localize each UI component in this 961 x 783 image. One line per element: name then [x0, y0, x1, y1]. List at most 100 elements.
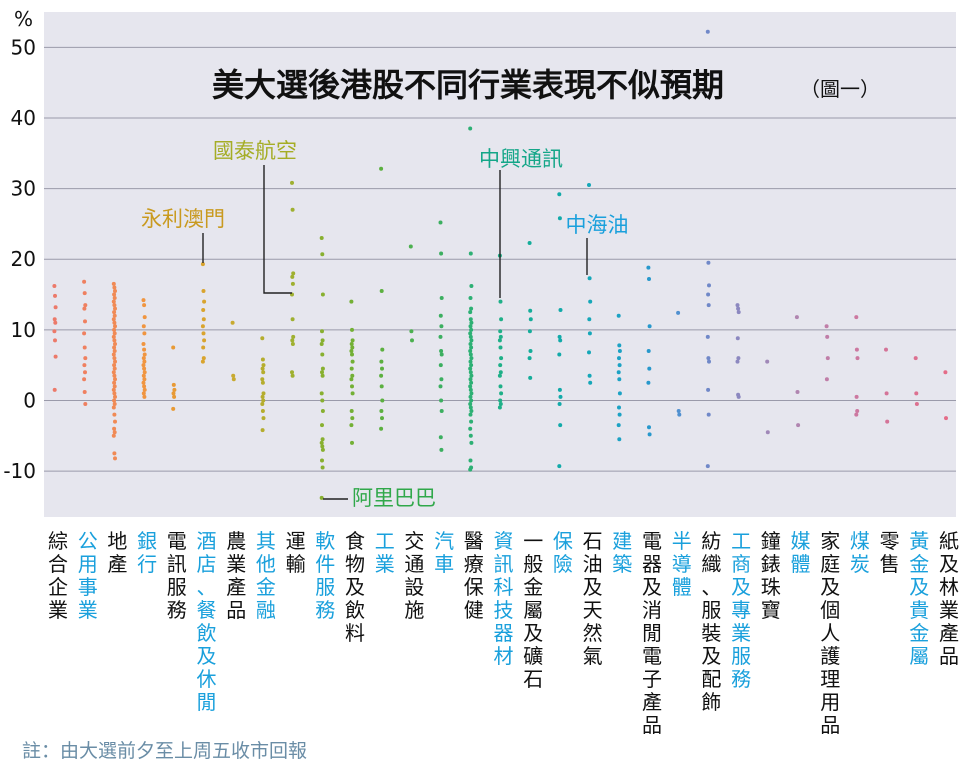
data-point [141, 356, 146, 361]
data-point [53, 305, 58, 310]
data-point [319, 236, 324, 241]
category-label-char: 閒 [197, 690, 217, 714]
category-label: 銀行 [137, 529, 157, 576]
data-point [557, 401, 562, 406]
data-point [438, 313, 443, 318]
data-point [469, 398, 474, 403]
data-point [468, 359, 473, 364]
data-point [350, 384, 354, 389]
category-label: 煤炭 [850, 529, 870, 576]
data-point [497, 338, 502, 343]
y-tick-label: 40 [11, 106, 36, 130]
data-point [408, 244, 413, 249]
data-point [796, 423, 801, 428]
data-point [83, 319, 87, 324]
data-point [469, 306, 474, 311]
data-point [113, 456, 117, 461]
data-point [231, 373, 236, 378]
data-point [112, 356, 117, 361]
data-point [171, 345, 176, 350]
annotation-leader-line [263, 165, 292, 294]
data-point [111, 334, 116, 339]
category-label-char: 健 [464, 598, 484, 622]
data-point [260, 336, 265, 341]
data-point [320, 366, 325, 371]
category-label-char: 個 [820, 598, 840, 622]
category-label-char: 及 [909, 575, 929, 599]
category-label-char: 企 [48, 575, 68, 599]
series-points [527, 240, 533, 380]
category-label-char: 用 [820, 690, 840, 714]
category-label-char: 品 [820, 713, 840, 737]
category-label-char: 石 [583, 529, 603, 553]
data-point [587, 373, 592, 378]
data-point [707, 359, 711, 364]
category-label: 運輸 [286, 529, 306, 576]
category-label-char: 屬 [909, 644, 929, 668]
data-point [82, 389, 87, 394]
category-label-char: 品 [939, 644, 959, 668]
data-points [52, 29, 948, 500]
data-point [290, 317, 295, 322]
series-points [943, 370, 948, 421]
y-tick-label: 20 [11, 247, 36, 271]
category-label-char: 錶 [761, 552, 781, 576]
data-point [349, 409, 354, 414]
data-point [142, 347, 147, 352]
data-point [706, 260, 711, 265]
data-point [260, 428, 265, 433]
data-point [112, 451, 117, 456]
category-label-char: 產 [939, 621, 959, 645]
annotation-label: 中興通訊 [479, 147, 563, 171]
category-label: 媒體 [791, 529, 811, 576]
category-label-char: 護 [820, 644, 840, 668]
data-point [438, 435, 443, 440]
data-point [111, 387, 116, 392]
data-point [350, 327, 354, 332]
category-label-char: 醫 [464, 529, 484, 553]
category-label-char: 導 [672, 552, 692, 576]
data-point [379, 409, 384, 414]
category-label-char: 般 [523, 552, 543, 576]
data-point [735, 303, 740, 308]
category-label-char: 油 [583, 552, 603, 576]
category-label-char: 療 [464, 552, 484, 576]
category-label-char: 黃 [909, 529, 929, 553]
data-point [201, 288, 206, 293]
chart-subtitle: （圖一） [800, 77, 880, 101]
category-label: 汽車 [434, 529, 454, 576]
data-point [439, 349, 444, 354]
data-point [557, 192, 562, 197]
data-point [142, 394, 147, 399]
data-point [112, 345, 117, 350]
category-label-char: 公 [78, 529, 98, 553]
category-label-char: 寶 [761, 598, 781, 622]
category-label-char: 交 [404, 529, 424, 553]
data-point [557, 387, 562, 392]
category-label-char: 金 [256, 575, 276, 599]
data-point [617, 356, 621, 361]
data-point [260, 394, 265, 399]
chart-title-group: 美大選後港股不同行業表現不似預期 （圖一） [212, 66, 880, 104]
data-point [260, 409, 265, 414]
data-point [528, 308, 533, 313]
category-label-char: 體 [672, 575, 692, 599]
data-point [558, 423, 563, 428]
data-point [112, 285, 117, 290]
category-label-char: 建 [612, 529, 632, 553]
category-label-char: 車 [434, 552, 454, 576]
data-point [319, 440, 324, 445]
category-label-char: 金 [909, 621, 929, 645]
series-points [765, 359, 770, 435]
category-label-char: 工 [375, 529, 395, 553]
data-point [468, 352, 473, 357]
data-point [379, 359, 384, 364]
category-label-char: 貴 [909, 598, 929, 622]
data-point [706, 303, 711, 308]
data-point [141, 363, 146, 368]
data-point [557, 216, 562, 221]
